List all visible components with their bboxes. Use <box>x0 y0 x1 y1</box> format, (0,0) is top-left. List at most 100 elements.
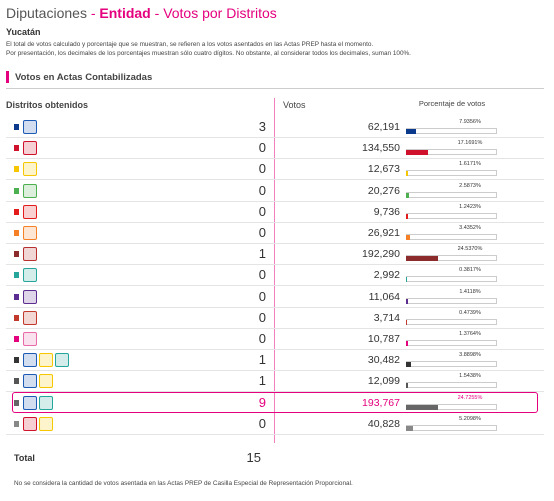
party-bullet <box>14 314 19 321</box>
votes: 62,191 <box>367 121 400 133</box>
votes: 193,767 <box>362 396 400 409</box>
percent-track <box>406 276 497 283</box>
percent-label: 1.6171% <box>459 161 481 168</box>
row-divider <box>6 179 544 181</box>
row-divider <box>6 158 544 160</box>
party-bullet <box>14 230 19 236</box>
state: Yucatán <box>6 27 41 37</box>
districts: 1 <box>258 246 266 262</box>
row-divider <box>6 370 544 372</box>
column-header: Porcentaje de votos <box>418 99 486 108</box>
row-divider <box>6 327 544 329</box>
votes: 12,673 <box>367 163 400 176</box>
party-bullet <box>14 208 19 215</box>
votes: 12,099 <box>367 375 400 388</box>
districts: 0 <box>258 182 266 198</box>
party-logo <box>23 141 37 156</box>
party-bullet <box>14 293 19 300</box>
party-bullet <box>14 166 19 173</box>
party-logo <box>23 268 37 283</box>
row-divider <box>6 221 544 223</box>
percent-label: 7.9356% <box>459 119 481 125</box>
votes: 134,550 <box>362 142 400 155</box>
party-logo <box>23 374 37 389</box>
title-main: Diputaciones <box>6 5 87 21</box>
districts: 0 <box>258 415 266 431</box>
party-logo <box>23 204 37 219</box>
percent-bar <box>406 425 413 431</box>
party-logo <box>23 120 37 134</box>
votes: 3,714 <box>373 311 400 324</box>
party-logo <box>39 353 53 368</box>
party-logo <box>23 310 37 325</box>
row-divider <box>6 306 544 308</box>
percent-label: 5.2098% <box>459 415 481 422</box>
party-bullet <box>14 420 19 427</box>
party-logo <box>23 183 37 198</box>
votes: 40,828 <box>367 417 400 430</box>
districts: 0 <box>258 140 266 156</box>
districts: 9 <box>258 394 266 410</box>
row-divider <box>6 285 544 287</box>
districts: 0 <box>258 331 266 346</box>
party-bullet <box>14 357 19 364</box>
votes: 30,482 <box>367 354 400 367</box>
note: Por presentación, los decimales de los p… <box>6 50 411 57</box>
votes: 9,736 <box>373 205 400 218</box>
percent-track <box>406 382 497 389</box>
column-rule <box>274 98 275 443</box>
page-title: Diputaciones - Entidad - Votos por Distr… <box>6 5 277 21</box>
title-sep: - <box>154 5 160 21</box>
percent-label: 2.5873% <box>459 182 481 189</box>
party-bullet <box>14 272 19 279</box>
percent-label: 3.4352% <box>459 225 481 231</box>
party-bullet <box>14 145 19 152</box>
votes: 10,787 <box>367 333 400 345</box>
percent-bar <box>406 213 408 219</box>
percent-track <box>406 170 497 177</box>
districts: 1 <box>258 352 266 368</box>
districts: 0 <box>258 309 266 325</box>
total-value: 15 <box>246 450 261 465</box>
section-title: Votos en Actas Contabilizadas <box>15 72 153 83</box>
party-bullet <box>14 378 19 385</box>
note: El total de votos calculado y porcentaje… <box>6 41 374 48</box>
divider <box>6 88 544 89</box>
votes: 11,064 <box>368 290 400 303</box>
percent-bar <box>406 235 411 240</box>
party-logo <box>55 353 69 368</box>
percent-bar <box>406 298 408 304</box>
percent-label: 0.3817% <box>459 267 481 274</box>
percent-track <box>406 424 497 431</box>
party-logo <box>23 162 37 177</box>
title-section[interactable]: Entidad <box>99 5 151 21</box>
percent-track <box>406 361 497 368</box>
party-logo <box>23 332 37 346</box>
party-bullet <box>14 124 19 130</box>
percent-bar <box>406 171 409 177</box>
title-view: Votos por Distritos <box>163 5 277 21</box>
districts: 3 <box>258 119 266 134</box>
party-logo <box>23 247 37 262</box>
row-divider <box>6 243 544 244</box>
percent-label: 1.2423% <box>459 203 481 210</box>
percent-bar <box>406 129 417 134</box>
party-bullet <box>14 251 19 258</box>
percent-bar <box>406 192 410 198</box>
party-logo <box>23 416 37 431</box>
percent-bar <box>406 362 412 368</box>
districts: 0 <box>258 161 266 177</box>
column-header: Distritos obtenidos <box>6 100 89 110</box>
districts: 0 <box>258 203 266 219</box>
percent-bar <box>406 150 429 156</box>
percent-track <box>406 297 497 304</box>
percent-track <box>406 212 497 219</box>
party-bullet <box>14 187 19 194</box>
districts: 0 <box>258 267 266 283</box>
percent-track <box>406 318 497 325</box>
percent-label: 1.4118% <box>459 288 481 295</box>
party-bullet <box>14 399 19 406</box>
percent-bar <box>406 383 408 389</box>
percent-label: 17.1691% <box>457 140 483 147</box>
